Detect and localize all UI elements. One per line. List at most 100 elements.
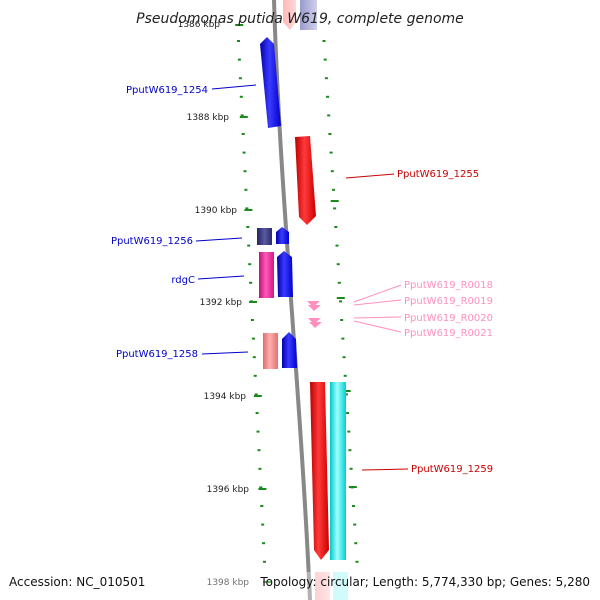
- scale-tick: [244, 188, 248, 191]
- footer-background: [0, 572, 600, 600]
- label-PputW619-1255[interactable]: PputW619_1255: [397, 169, 479, 180]
- accession-text: Accession: NC_010501: [9, 575, 145, 589]
- label-leader-line: [353, 299, 402, 306]
- label-leader-line: [197, 275, 245, 280]
- topology-text: Topology: circular; Length: 5,774,330 bp…: [259, 575, 590, 589]
- scale-tick: [326, 95, 330, 98]
- gene-PputW619-1256[interactable]: [257, 228, 272, 245]
- scale-major-tick: [239, 116, 248, 118]
- gene-feature-blue-mid[interactable]: [277, 251, 293, 297]
- scale-tick: [252, 356, 256, 359]
- scale-tick: [255, 412, 259, 414]
- genome-title: Pseudomonas putida W619, complete genome: [136, 11, 464, 27]
- scale-tick: [241, 133, 245, 135]
- label-PputW619-R0018[interactable]: PputW619_R0018: [404, 280, 493, 291]
- scale-major-tick: [348, 486, 357, 488]
- label-PputW619-R0020[interactable]: PputW619_R0020: [404, 313, 493, 324]
- scale-major-tick: [258, 488, 267, 490]
- label-leader-line: [353, 320, 402, 333]
- label-PputW619-1258[interactable]: PputW619_1258: [116, 349, 198, 360]
- label-PputW619-1254[interactable]: PputW619_1254: [126, 85, 208, 96]
- scale-label: 1390 kbp: [195, 206, 238, 216]
- scale-tick: [329, 151, 333, 154]
- scale-tick: [342, 356, 346, 359]
- scale-tick: [256, 430, 260, 433]
- label-rdgC[interactable]: rdgC: [171, 275, 195, 286]
- scale-tick: [330, 170, 334, 173]
- scale-tick: [240, 114, 244, 117]
- gene-PputW619-1254[interactable]: [260, 37, 281, 128]
- label-leader-line: [201, 351, 249, 355]
- gene-PputW619-1255[interactable]: [295, 136, 316, 225]
- scale-tick: [237, 58, 241, 61]
- scale-tick: [263, 560, 266, 563]
- scale-tick: [249, 281, 253, 284]
- label-leader-line: [345, 173, 395, 179]
- scale-tick: [253, 374, 257, 377]
- scale-tick: [354, 542, 358, 545]
- scale-tick: [254, 393, 258, 396]
- label-PputW619-R0021[interactable]: PputW619_R0021: [404, 328, 493, 339]
- scale-tick: [262, 542, 266, 545]
- scale-label: 1394 kbp: [204, 392, 247, 402]
- scale-tick: [322, 40, 326, 42]
- gene-PputW619-1259[interactable]: [310, 382, 329, 560]
- label-leader-line: [361, 468, 409, 471]
- gene-feature-top-navy: [300, 0, 317, 30]
- scale-major-tick: [235, 24, 244, 26]
- gene-PputW619-1258[interactable]: [263, 333, 278, 369]
- scale-tick: [247, 244, 251, 247]
- scale-tick: [243, 170, 247, 173]
- rna-PputW619-R0018[interactable]: [307, 301, 320, 307]
- gene-feature-blue-small[interactable]: [276, 227, 289, 244]
- scale-tick: [343, 374, 347, 377]
- scale-tick: [237, 40, 240, 42]
- gene-rdgC[interactable]: [259, 252, 274, 298]
- label-leader-line: [195, 237, 243, 242]
- scale-major-tick: [263, 581, 272, 583]
- scale-major-ticks: [235, 24, 357, 583]
- gene-feature-blue-lower[interactable]: [282, 332, 297, 368]
- rna-PputW619-R0019[interactable]: [308, 305, 321, 311]
- scale-label: 1388 kbp: [187, 113, 230, 123]
- scale-tick: [260, 505, 264, 507]
- label-leader-line: [353, 316, 402, 319]
- scale-tick: [353, 523, 357, 526]
- scale-label: 1396 kbp: [207, 485, 250, 495]
- scale-label: 1392 kbp: [200, 298, 243, 308]
- scale-tick: [323, 58, 327, 61]
- label-leader-line: [353, 284, 402, 303]
- gene-feature-bottom-cyan: [333, 572, 348, 600]
- scale-label: 1398 kbp: [207, 578, 250, 588]
- genome-backbone: [272, 0, 312, 600]
- gene-feature-bottom-red: [315, 572, 330, 600]
- rna-PputW619-R0020[interactable]: [308, 318, 321, 324]
- scale-tick: [248, 263, 252, 266]
- scale-major-tick: [249, 301, 258, 303]
- scale-tick: [339, 300, 342, 303]
- gene-feature-top-red: [283, 0, 296, 30]
- scale-tick: [259, 486, 263, 489]
- label-leader-line: [211, 84, 257, 90]
- scale-tick: [337, 281, 341, 284]
- scale-tick: [251, 337, 255, 340]
- label-PputW619-1259[interactable]: PputW619_1259: [411, 464, 493, 475]
- scale-major-tick: [330, 200, 339, 202]
- scale-tick: [245, 207, 249, 210]
- label-PputW619-R0019[interactable]: PputW619_R0019: [404, 296, 493, 307]
- scale-tick: [340, 319, 344, 321]
- scale-tick: [346, 412, 350, 414]
- scale-tick: [334, 226, 338, 228]
- gene-feature-cyan[interactable]: [330, 382, 346, 560]
- scale-tick: [258, 467, 262, 470]
- scale-tick: [324, 77, 328, 80]
- scale-tick: [332, 188, 335, 191]
- scale-tick: [257, 449, 261, 452]
- label-PputW619-1256[interactable]: PputW619_1256: [111, 236, 193, 247]
- rna-PputW619-R0021[interactable]: [309, 322, 322, 328]
- scale-tick: [242, 151, 246, 154]
- scale-tick: [352, 505, 355, 507]
- scale-tick: [349, 467, 353, 470]
- scale-major-tick: [336, 297, 345, 299]
